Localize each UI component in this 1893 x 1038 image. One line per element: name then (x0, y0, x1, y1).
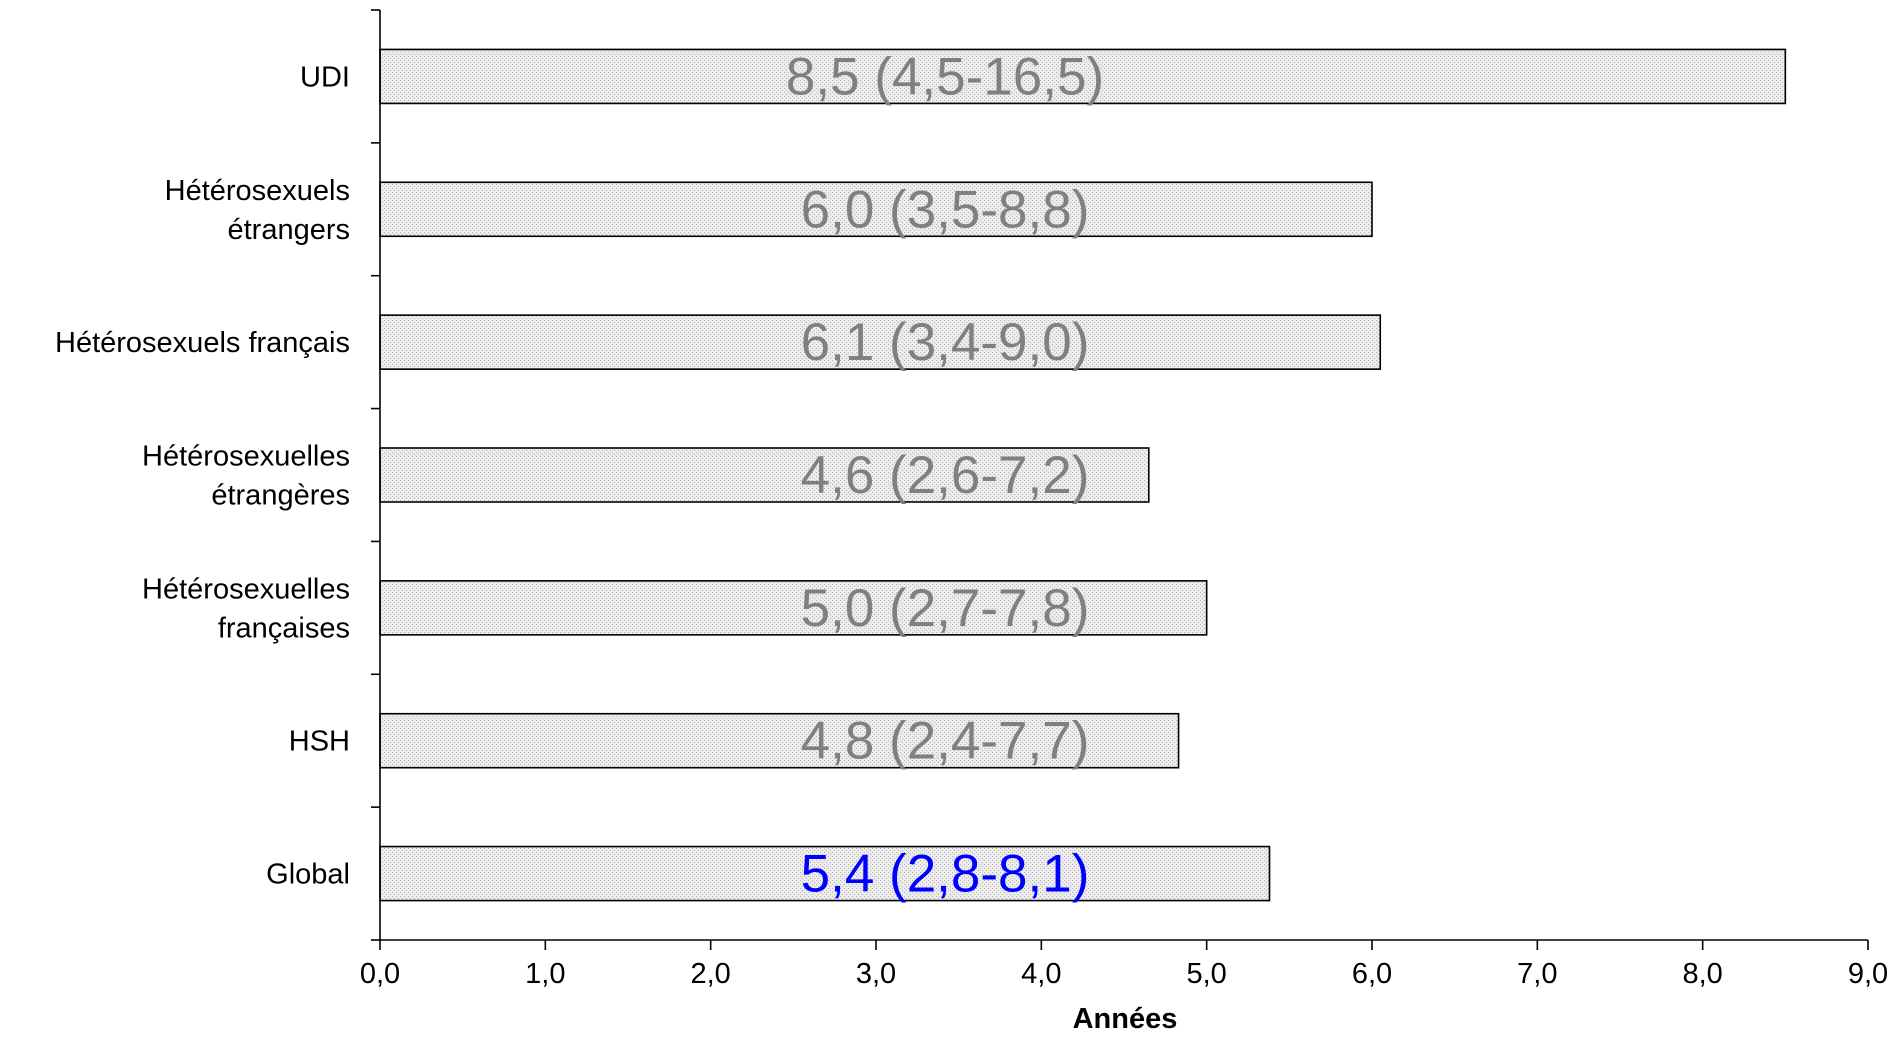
x-tick-label: 6,0 (1352, 958, 1392, 990)
category-label: Hétérosexuels (165, 175, 350, 207)
x-tick-label: 8,0 (1683, 958, 1723, 990)
x-axis-title: Années (1073, 1003, 1178, 1035)
bar (379, 48, 1787, 105)
category-label: françaises (218, 612, 350, 644)
category-label: Hétérosexuelles (142, 441, 350, 473)
category-label: étrangers (227, 214, 350, 246)
category-label: HSH (289, 726, 350, 758)
axes-layer (371, 9, 1869, 950)
bar-value-label: 4,6 (2,6-7,2) (801, 446, 1090, 505)
x-tick-label: 1,0 (525, 958, 565, 990)
x-tick-label: 3,0 (856, 958, 896, 990)
category-label: étrangères (211, 480, 350, 512)
x-tick-label: 9,0 (1848, 958, 1888, 990)
category-label: UDI (300, 61, 350, 93)
x-tick-label: 2,0 (691, 958, 731, 990)
x-tick-label: 0,0 (360, 958, 400, 990)
bar-value-label: 6,1 (3,4-9,0) (801, 313, 1090, 372)
category-label: Hétérosexuelles (142, 573, 350, 605)
category-label: Global (266, 859, 350, 891)
bar (379, 845, 1271, 902)
bar (379, 580, 1208, 636)
bar-value-label: 6,0 (3,5-8,8) (801, 180, 1090, 239)
x-tick-label: 4,0 (1021, 958, 1061, 990)
x-tick-label: 7,0 (1517, 958, 1557, 990)
category-label: Hétérosexuels français (55, 327, 350, 359)
bar (379, 181, 1373, 238)
bar-value-label: 8,5 (4,5-16,5) (786, 47, 1104, 106)
bar-value-label: 5,0 (2,7-7,8) (801, 579, 1090, 638)
bar (379, 447, 1150, 503)
bar (379, 314, 1382, 370)
bar-value-label: 5,4 (2,8-8,1) (801, 845, 1090, 904)
bars-layer (379, 48, 1787, 902)
labels-layer: 8,5 (4,5-16,5) UDI 6,0 (3,5-8,8) Hétérosexu… (55, 47, 1888, 990)
bar-value-label: 4,8 (2,4-7,7) (801, 712, 1090, 771)
x-tick-label: 5,0 (1187, 958, 1227, 990)
